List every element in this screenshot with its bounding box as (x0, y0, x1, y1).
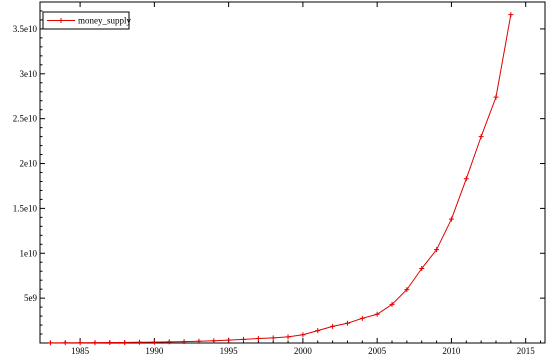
x-tick-label: 2005 (368, 346, 387, 356)
x-tick-label: 1995 (220, 346, 239, 356)
data-point (315, 328, 321, 334)
data-point (47, 340, 53, 346)
data-point (226, 337, 232, 343)
x-tick-label: 2010 (442, 346, 461, 356)
data-point (463, 176, 469, 182)
x-tick-label: 1990 (145, 346, 164, 356)
data-point (62, 340, 68, 346)
plot-frame (39, 1, 546, 344)
data-point (285, 334, 291, 340)
legend-label: money_supply (78, 16, 131, 26)
data-point (240, 336, 246, 342)
data-point (211, 338, 217, 344)
y-tick-label: 2e10 (20, 159, 38, 169)
axes: 1985 1990 1995 2000 2005 2010 2015 5e9 1e10 1.5e1… (13, 1, 546, 356)
data-point (196, 338, 202, 344)
series-line-money_supply (50, 14, 512, 344)
y-tick-label: 3.5e10 (13, 24, 38, 34)
data-point (166, 339, 172, 345)
data-point (374, 311, 380, 317)
data-point (300, 332, 306, 338)
data-point (92, 340, 98, 346)
data-point (508, 12, 514, 18)
y-tick-label: 2.5e10 (13, 114, 38, 124)
legend-swatch-marker (58, 18, 64, 23)
legend-box (42, 11, 130, 30)
data-point (122, 339, 128, 345)
data-point (344, 320, 350, 326)
x-tick-label: 2000 (294, 346, 313, 356)
data-point (270, 335, 276, 341)
data-point (181, 339, 187, 345)
y-tick-label: 5e9 (24, 293, 37, 303)
series-layer (47, 12, 514, 346)
data-point (493, 94, 499, 100)
x-tick-label: 2015 (517, 346, 536, 356)
data-point (419, 266, 425, 272)
legend: money_supply (42, 11, 131, 30)
data-point (404, 287, 410, 293)
y-tick-label: 3e10 (20, 69, 38, 79)
y-tick-label: 1e10 (20, 248, 38, 258)
data-point (448, 216, 454, 222)
data-point (137, 339, 143, 345)
data-point (434, 247, 440, 253)
y-tick-label: 1.5e10 (13, 203, 38, 213)
data-point (478, 134, 484, 140)
x-tick-label: 1985 (71, 346, 90, 356)
data-point (151, 339, 157, 345)
data-point (255, 336, 261, 342)
data-point (107, 340, 113, 346)
data-point (389, 301, 395, 307)
data-point (77, 340, 83, 346)
data-point (359, 315, 365, 321)
data-point (330, 323, 336, 329)
